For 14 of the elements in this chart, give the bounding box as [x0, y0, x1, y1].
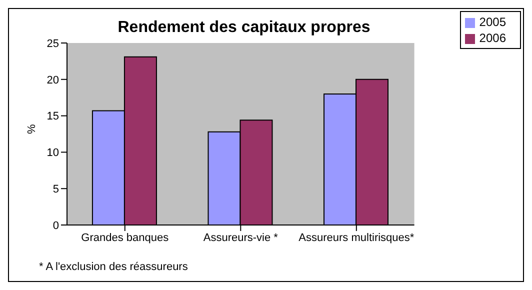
y-tick-label: 15 — [46, 110, 59, 123]
x-tick-label: Assureurs-vie * — [203, 232, 279, 244]
legend-label: 2006 — [479, 31, 506, 45]
legend-label: 2005 — [479, 15, 506, 29]
y-tick-label: 10 — [46, 147, 59, 160]
y-tick-label: 5 — [52, 184, 59, 196]
y-tick-label: 25 — [46, 38, 59, 50]
text: * A l'exclusion des réassureurs — [39, 261, 188, 273]
x-tick-label: Assureurs multirisques* — [298, 232, 415, 244]
y-tick-label: 0 — [52, 220, 59, 232]
chart-title: Rendement des capitaux propres — [116, 19, 372, 37]
y-axis-title: % — [26, 124, 38, 134]
x-tick-label: Grandes banques — [81, 232, 170, 244]
y-tick-label: 20 — [46, 74, 59, 86]
